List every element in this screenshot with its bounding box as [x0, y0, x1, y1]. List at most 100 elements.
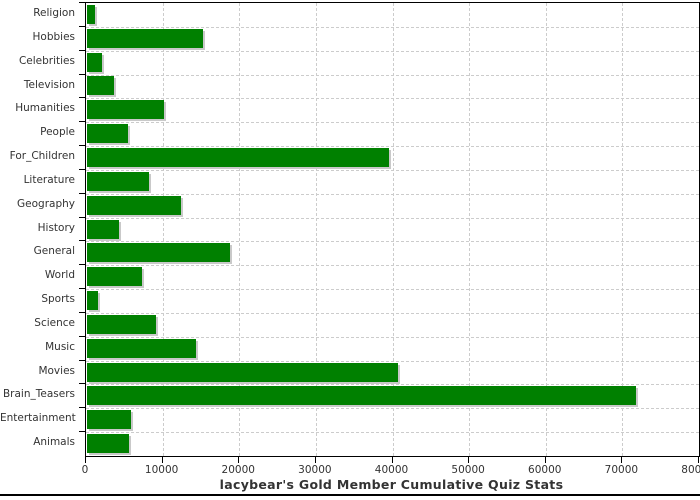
- x-axis-tick: [544, 456, 546, 463]
- bar-for_children: [87, 147, 389, 167]
- horizontal-gridline: [86, 169, 699, 171]
- x-tick-label: 0: [81, 464, 89, 476]
- horizontal-gridline: [86, 265, 699, 267]
- y-axis-label: Entertainment: [0, 412, 76, 425]
- y-axis-tick: [79, 431, 85, 433]
- bottom-rule: [0, 494, 700, 496]
- vertical-gridline: [315, 3, 317, 456]
- y-axis-tick: [79, 192, 85, 194]
- bar-world: [87, 267, 143, 287]
- chart-title: lacybear's Gold Member Cumulative Quiz S…: [219, 477, 564, 492]
- y-axis-tick: [79, 97, 85, 99]
- y-axis-label: General: [33, 245, 75, 258]
- y-axis-tick: [79, 359, 85, 361]
- y-axis-tick: [79, 2, 85, 3]
- y-axis-tick: [79, 383, 85, 385]
- y-axis-label: Sports: [41, 293, 75, 306]
- y-axis-tick: [79, 216, 85, 218]
- bar-entertainment: [87, 410, 131, 430]
- bar-religion: [87, 4, 95, 24]
- bar-television: [87, 76, 114, 96]
- y-axis-tick: [79, 335, 85, 337]
- y-axis-tick: [79, 49, 85, 51]
- y-axis-tick: [79, 145, 85, 147]
- x-tick-label: 80000: [681, 464, 700, 476]
- y-axis-label: History: [37, 221, 75, 234]
- y-axis-tick: [79, 240, 85, 242]
- vertical-gridline: [469, 3, 471, 456]
- horizontal-gridline: [86, 336, 699, 338]
- y-axis-label: Brain_Teasers: [2, 388, 75, 401]
- x-tick-label: 70000: [604, 464, 639, 476]
- bar-people: [87, 124, 128, 144]
- bar-general: [87, 243, 230, 263]
- horizontal-gridline: [86, 50, 699, 52]
- bar-history: [87, 219, 120, 239]
- bar-movies: [87, 362, 399, 382]
- x-tick-label: 20000: [221, 464, 255, 476]
- x-axis-tick: [314, 456, 316, 463]
- y-axis-tick: [79, 264, 85, 266]
- y-axis-label: Hobbies: [32, 30, 76, 43]
- horizontal-gridline: [86, 98, 699, 100]
- y-axis-tick: [79, 168, 85, 170]
- y-axis-tick: [79, 25, 85, 27]
- x-tick-label: 50000: [451, 464, 485, 476]
- y-axis-label: Geography: [17, 197, 75, 210]
- horizontal-gridline: [86, 26, 699, 28]
- vertical-gridline: [162, 3, 164, 456]
- bar-sports: [87, 291, 99, 311]
- bar-hobbies: [87, 28, 203, 48]
- x-tick-label: 30000: [298, 464, 332, 476]
- x-axis-tick: [391, 456, 393, 463]
- bar-geography: [87, 195, 182, 215]
- plot-area: [85, 2, 700, 457]
- y-axis-tick: [79, 311, 85, 313]
- bar-science: [87, 314, 156, 334]
- horizontal-gridline: [86, 74, 699, 76]
- bar-celebrities: [87, 52, 103, 72]
- horizontal-gridline: [86, 432, 699, 434]
- horizontal-gridline: [86, 312, 699, 314]
- y-axis-label: Humanities: [15, 102, 75, 115]
- y-axis-label: Television: [23, 78, 75, 91]
- horizontal-gridline: [86, 146, 699, 148]
- y-axis-label: Animals: [33, 436, 75, 449]
- y-axis-label: Celebrities: [18, 54, 75, 67]
- horizontal-gridline: [86, 360, 699, 362]
- vertical-gridline: [622, 3, 624, 456]
- x-axis-tick: [621, 456, 623, 463]
- y-axis-label: Science: [34, 316, 75, 329]
- x-axis-tick: [85, 456, 86, 463]
- x-tick-label: 60000: [528, 464, 562, 476]
- horizontal-gridline: [86, 122, 699, 124]
- horizontal-gridline: [86, 408, 699, 410]
- horizontal-gridline: [86, 289, 699, 291]
- y-axis-tick: [79, 121, 85, 123]
- bar-brain_teasers: [87, 386, 636, 406]
- x-axis-tick: [161, 456, 163, 463]
- vertical-gridline: [545, 3, 547, 456]
- x-axis-tick: [698, 456, 699, 463]
- y-axis-label: Music: [45, 340, 75, 353]
- horizontal-gridline: [86, 193, 699, 195]
- vertical-gridline: [392, 3, 394, 456]
- y-axis-label: For_Children: [9, 150, 75, 163]
- bar-animals: [87, 434, 130, 454]
- horizontal-gridline: [86, 241, 699, 243]
- y-axis-label: People: [40, 126, 75, 139]
- x-axis-tick: [238, 456, 240, 463]
- y-axis-tick: [79, 407, 85, 409]
- x-tick-label: 10000: [144, 464, 179, 476]
- bar-music: [87, 338, 196, 358]
- x-tick-label: 40000: [374, 464, 409, 476]
- horizontal-gridline: [86, 384, 699, 386]
- bar-literature: [87, 171, 150, 191]
- vertical-gridline: [239, 3, 241, 456]
- y-axis-label: Religion: [33, 7, 75, 19]
- y-axis-tick: [79, 73, 85, 75]
- y-axis-label: Literature: [23, 173, 75, 186]
- y-axis-tick: [79, 288, 85, 290]
- y-axis-label: World: [44, 269, 75, 282]
